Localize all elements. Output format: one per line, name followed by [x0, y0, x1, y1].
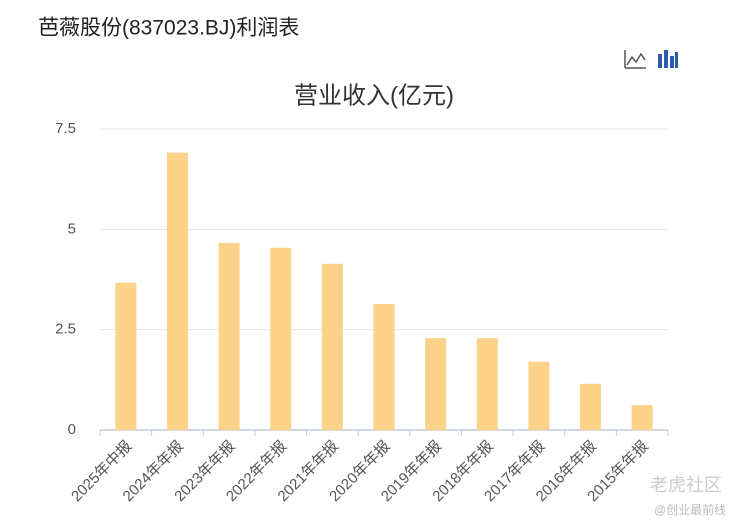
bar-chart-icon[interactable]	[658, 50, 678, 68]
bar	[321, 263, 343, 430]
bar	[425, 338, 447, 430]
watermark-source: @创业最前线	[654, 502, 726, 517]
line-chart-icon[interactable]	[624, 50, 646, 69]
bar	[115, 282, 137, 430]
bar	[580, 383, 602, 430]
y-tick-label: 0	[68, 421, 76, 438]
chart-title: 营业收入(亿元)	[294, 82, 454, 109]
bar	[218, 242, 240, 430]
y-tick-label: 2.5	[55, 321, 76, 338]
bar	[373, 303, 395, 430]
bar	[166, 152, 188, 431]
y-tick-label: 7.5	[55, 120, 76, 137]
watermark-brand: 老虎社区	[650, 475, 722, 495]
y-tick-label: 5	[68, 220, 76, 237]
bar	[528, 361, 550, 430]
bar	[270, 247, 292, 430]
bar	[476, 338, 498, 430]
bar	[631, 405, 653, 430]
page-title: 芭薇股份(837023.BJ)利润表	[38, 17, 299, 40]
